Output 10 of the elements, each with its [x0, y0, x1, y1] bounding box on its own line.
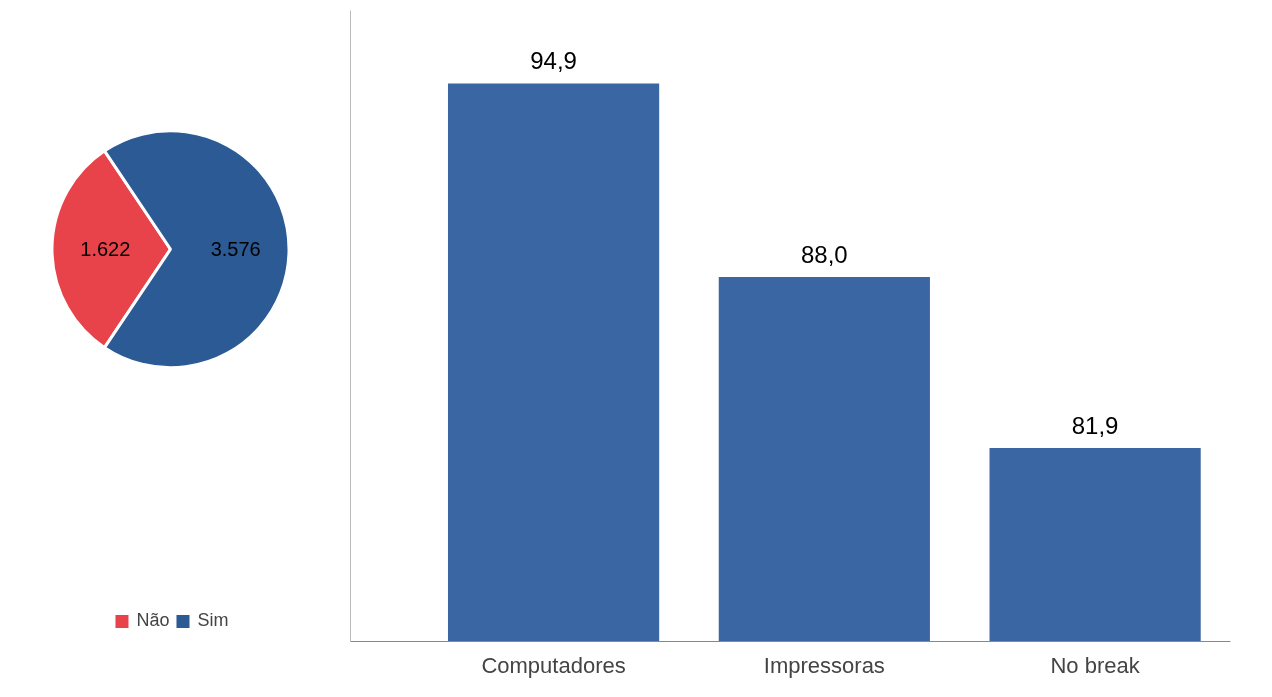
legend-label: Sim	[197, 610, 229, 631]
data-label: 81,9	[1071, 411, 1119, 439]
data-label: 94,9	[530, 47, 577, 75]
x-tick-label: Computadores	[481, 652, 626, 678]
legend-label: Não	[136, 610, 170, 631]
data-label: 88,0	[800, 240, 848, 268]
data-label: 1.622	[80, 238, 131, 261]
x-tick-label: Impressoras	[763, 652, 885, 678]
data-label: 3.576	[210, 238, 261, 261]
x-tick-label: No break	[1050, 652, 1141, 678]
